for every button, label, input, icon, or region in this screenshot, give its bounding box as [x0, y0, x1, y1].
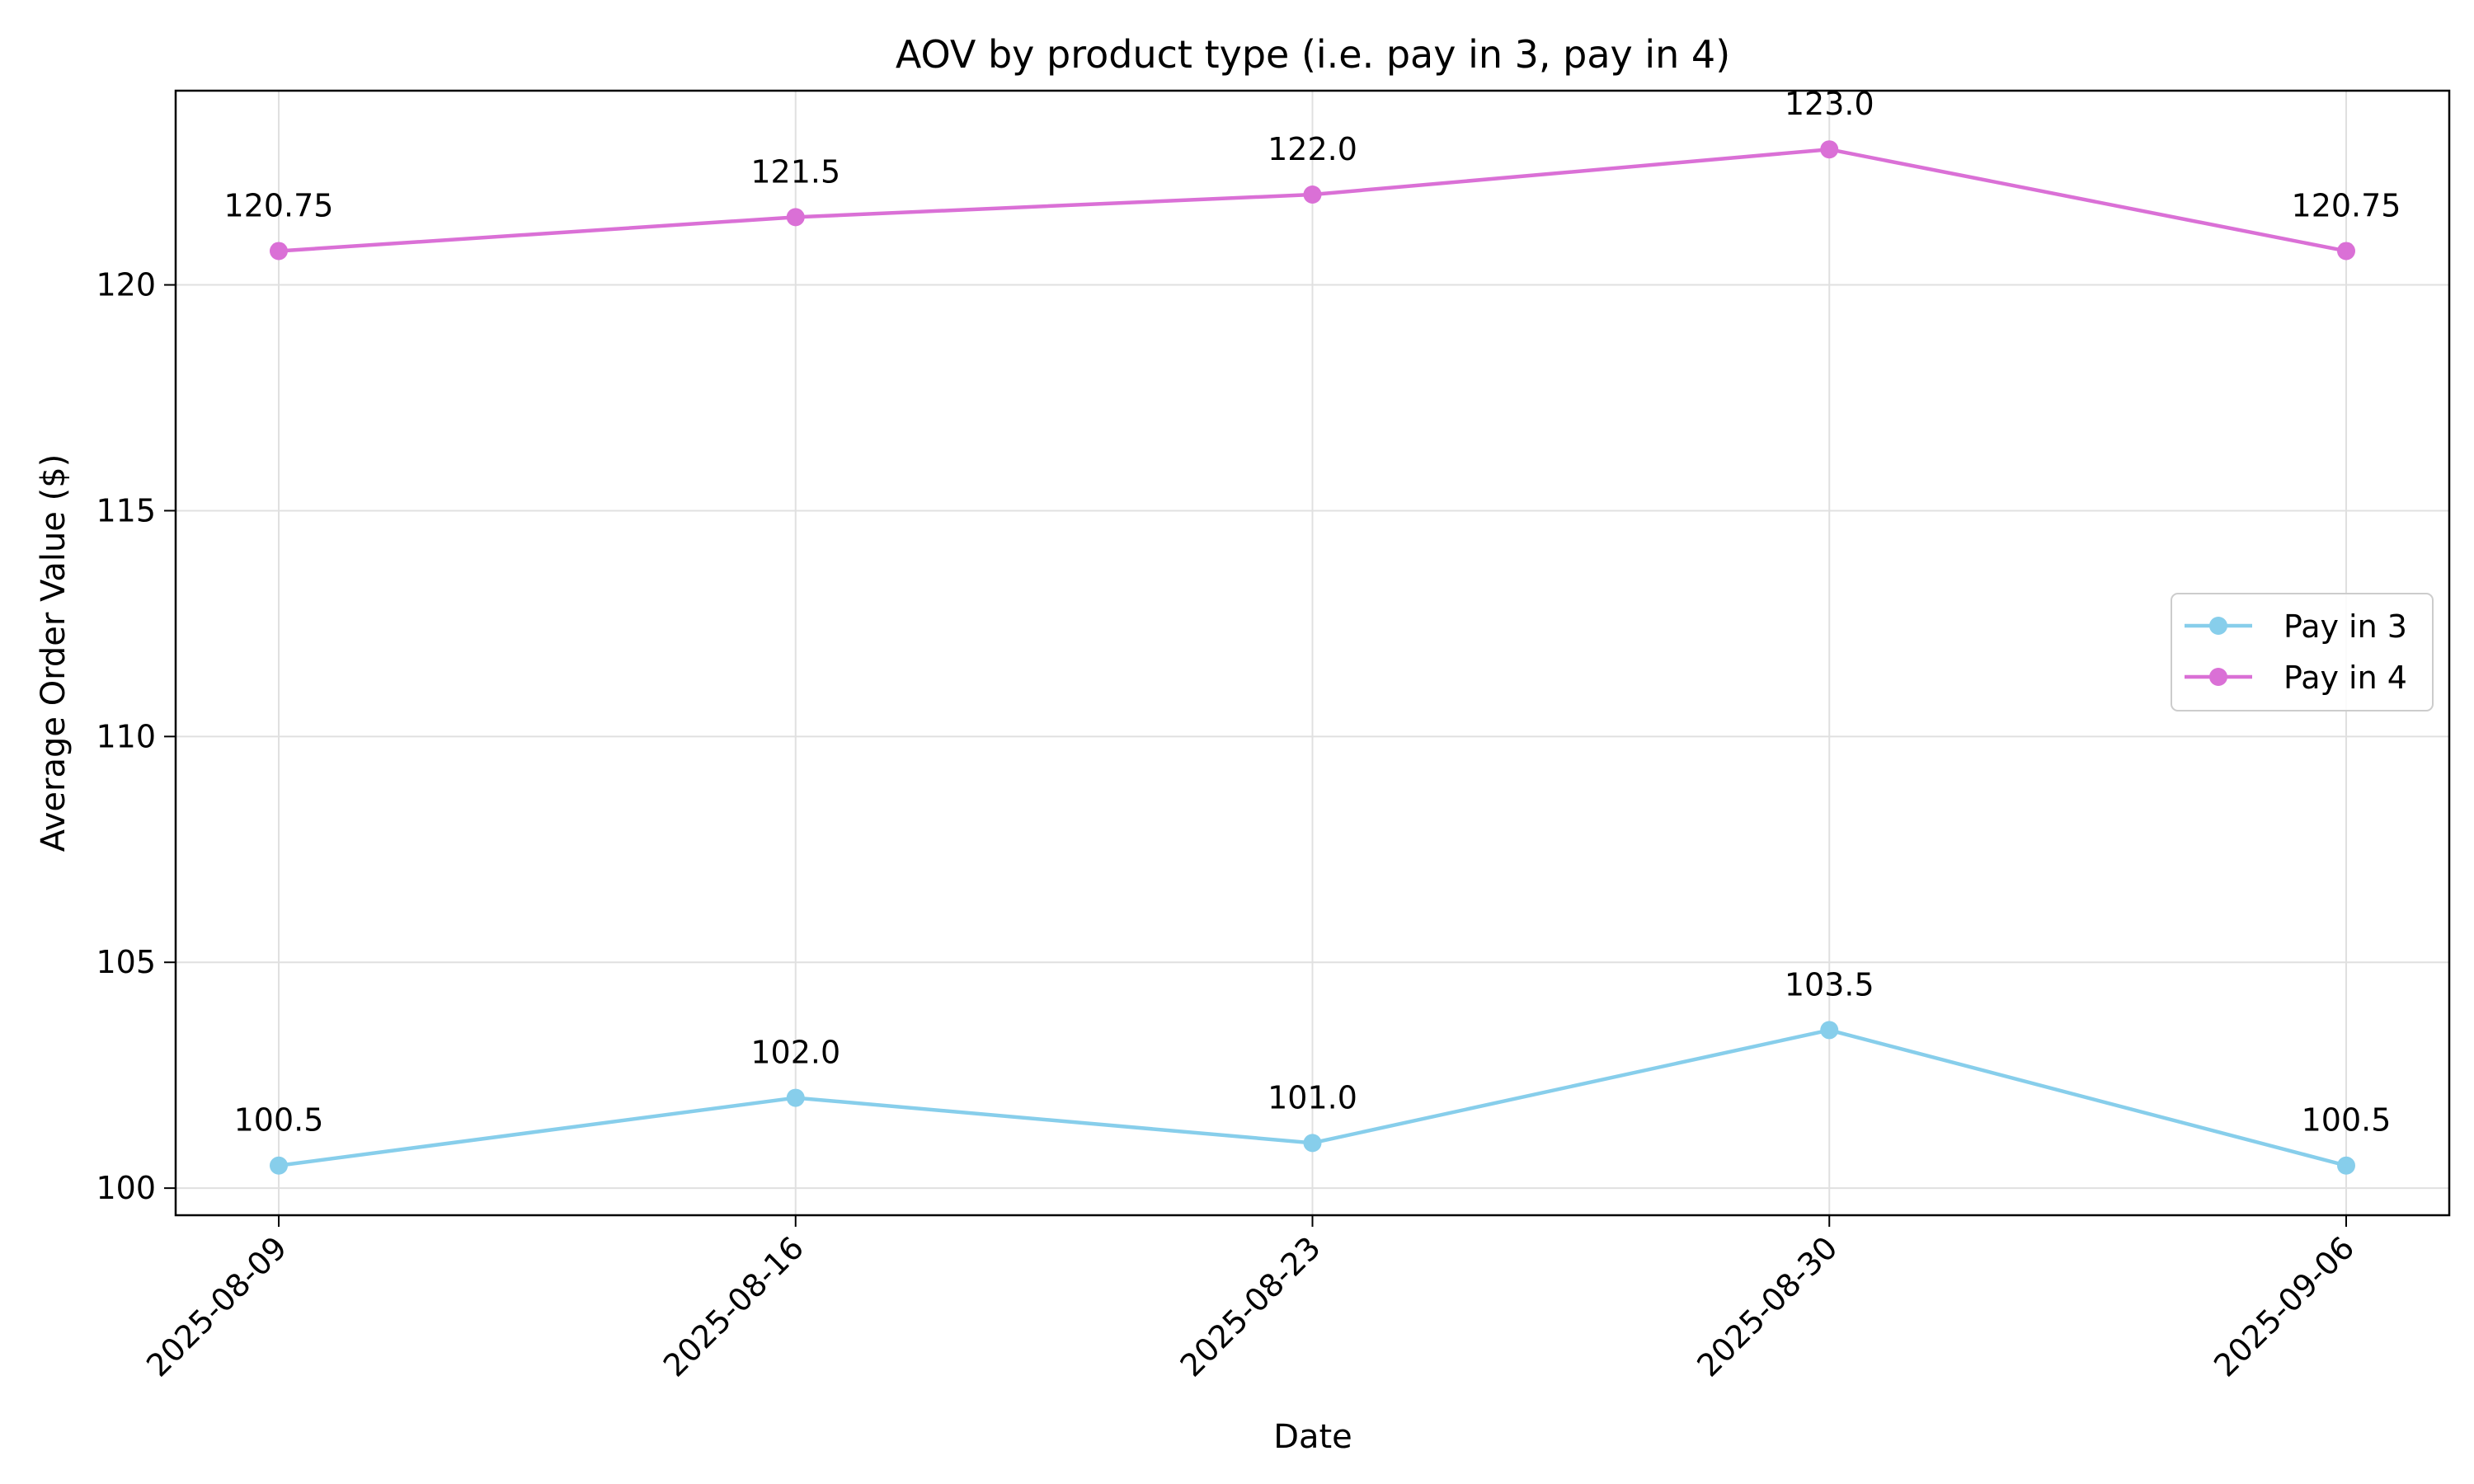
data-label-pay-in-3: 102.0: [750, 1035, 840, 1071]
y-tick-label: 110: [96, 718, 156, 754]
data-label-pay-in-4: 120.75: [2292, 187, 2401, 223]
legend-marker-pay-in-4: [2209, 668, 2227, 686]
y-tick-label: 115: [96, 492, 156, 528]
data-point-pay-in-3: [1303, 1134, 1322, 1153]
data-point-pay-in-3: [1820, 1021, 1839, 1040]
y-tick-label: 105: [96, 944, 156, 980]
data-label-pay-in-4: 121.5: [750, 153, 840, 190]
data-point-pay-in-3: [270, 1156, 288, 1175]
data-point-pay-in-3: [2337, 1156, 2355, 1175]
data-point-pay-in-4: [2337, 242, 2355, 261]
data-point-pay-in-3: [786, 1088, 805, 1107]
series-lines: [270, 140, 2355, 1175]
legend-marker-pay-in-3: [2209, 617, 2227, 635]
legend-label-pay-in-3: Pay in 3: [2284, 608, 2407, 645]
y-axis-label: Average Order Value ($): [35, 454, 73, 852]
y-tick-label: 100: [96, 1170, 156, 1206]
y-tick-label: 120: [96, 267, 156, 303]
data-label-pay-in-3: 100.5: [234, 1102, 324, 1139]
data-point-pay-in-4: [270, 242, 288, 261]
data-label-pay-in-4: 120.75: [224, 187, 334, 223]
data-label-pay-in-4: 122.0: [1268, 131, 1357, 167]
data-point-pay-in-4: [1303, 185, 1322, 204]
data-label-pay-in-4: 123.0: [1785, 86, 1874, 122]
legend-box: [2171, 593, 2434, 711]
x-axis-label: Date: [1273, 1418, 1352, 1456]
chart-title: AOV by product type (i.e. pay in 3, pay …: [896, 32, 1730, 77]
data-labels: 100.5 102.0 101.0 103.5 100.5 120.75 121.5 122.…: [224, 86, 2401, 1139]
data-point-pay-in-4: [1820, 140, 1839, 159]
data-point-pay-in-4: [786, 208, 805, 227]
data-label-pay-in-3: 101.0: [1268, 1079, 1357, 1115]
legend-label-pay-in-4: Pay in 4: [2284, 660, 2407, 696]
data-label-pay-in-3: 103.5: [1785, 966, 1874, 1003]
data-label-pay-in-3: 100.5: [2302, 1102, 2392, 1139]
legend: Pay in 3 Pay in 4: [2171, 593, 2434, 711]
